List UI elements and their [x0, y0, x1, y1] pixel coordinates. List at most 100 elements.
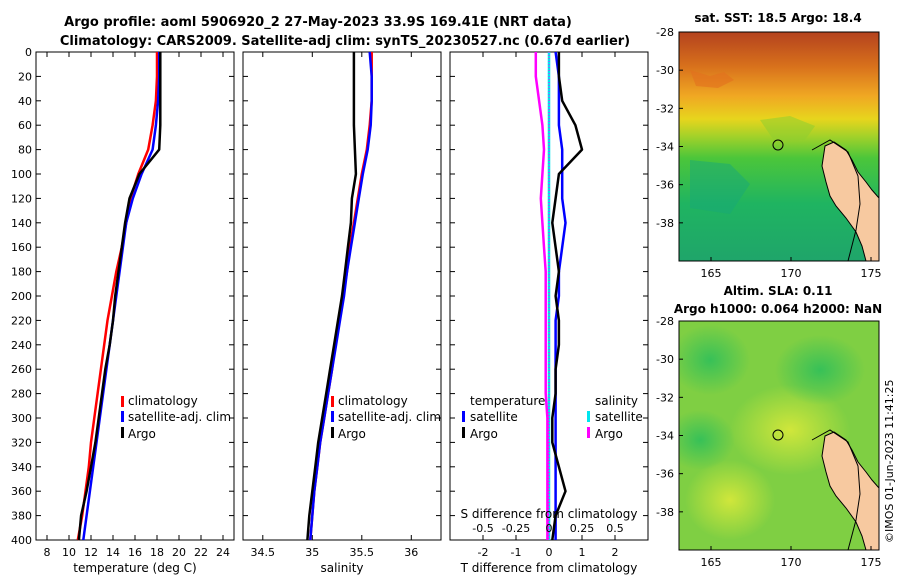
series-line-argo — [306, 52, 358, 541]
sla-map-title-line2: Argo h1000: 0.064 h2000: NaN — [674, 302, 882, 316]
x-tick-label: -1 — [511, 546, 522, 559]
map-x-tick-label: 170 — [781, 267, 802, 280]
legend-marker-satellite — [121, 411, 124, 422]
t-difference-x-axis-label: T difference from climatology — [460, 561, 638, 575]
legend-marker-s-satellite — [587, 411, 590, 422]
map-y-tick-label: -30 — [656, 353, 674, 366]
y-tick-label: 380 — [11, 510, 32, 523]
s-difference-tick-label: 0.5 — [606, 522, 624, 535]
sst-patch — [760, 116, 815, 142]
y-tick-label: 160 — [11, 241, 32, 254]
legend-label-t-satellite: satellite — [470, 410, 518, 424]
map-y-tick-label: -36 — [656, 179, 674, 192]
x-tick-label: 8 — [44, 546, 51, 559]
x-tick-label: 24 — [216, 546, 230, 559]
argo-location-marker — [772, 139, 784, 151]
sla-anomaly-low — [775, 335, 865, 405]
x-tick-label: 35.5 — [350, 546, 375, 559]
sla-anomaly-high — [685, 460, 775, 540]
s-difference-tick-label: 0 — [546, 522, 553, 535]
difference-legend: temperature satellite Argo salinity sate… — [462, 394, 643, 441]
x-tick-label: 14 — [106, 546, 120, 559]
map-y-tick-label: -38 — [656, 217, 674, 230]
map-x-tick-label: 165 — [701, 556, 722, 569]
sst-field — [679, 32, 879, 261]
salinity-legend: climatology satellite-adj. clim Argo — [331, 394, 441, 441]
map-y-tick-label: -34 — [656, 430, 674, 443]
temperature-x-axis-label: temperature (deg C) — [73, 561, 196, 575]
legend-title-temperature: temperature — [470, 394, 545, 408]
x-tick-label: 18 — [150, 546, 164, 559]
y-tick-label: 400 — [11, 534, 32, 547]
y-tick-label: 100 — [11, 168, 32, 181]
map-y-tick-label: -36 — [656, 468, 674, 481]
s-difference-tick-label: 0.25 — [570, 522, 595, 535]
y-tick-label: 20 — [18, 70, 32, 83]
salinity-x-axis-label: salinity — [320, 561, 363, 575]
x-tick-label: 34.5 — [251, 546, 276, 559]
y-tick-label: 180 — [11, 266, 32, 279]
x-tick-label: -2 — [478, 546, 489, 559]
legend-marker-s-argo — [587, 427, 590, 438]
x-tick-label: 10 — [62, 546, 76, 559]
imos-credit: ©IMOS 01-Jun-2023 11:41:25 — [883, 379, 896, 543]
map-y-tick-label: -28 — [656, 315, 674, 328]
s-difference-tick-label: -0.5 — [472, 522, 493, 535]
y-tick-label: 80 — [18, 144, 32, 157]
x-tick-label: 36 — [404, 546, 418, 559]
legend-label-climatology: climatology — [338, 394, 408, 408]
coastline-contour — [811, 139, 861, 261]
legend-label-satellite: satellite-adj. clim — [128, 410, 231, 424]
map-y-tick-label: -28 — [656, 26, 674, 39]
y-tick-label: 40 — [18, 95, 32, 108]
legend-label-s-argo: Argo — [595, 427, 623, 441]
x-tick-label: 1 — [579, 546, 586, 559]
map-y-tick-label: -32 — [656, 391, 674, 404]
x-tick-label: 20 — [172, 546, 186, 559]
legend-marker-satellite — [331, 411, 334, 422]
y-tick-label: 340 — [11, 461, 32, 474]
map-y-tick-label: -32 — [656, 102, 674, 115]
y-tick-label: 320 — [11, 436, 32, 449]
legend-title-salinity: salinity — [595, 394, 638, 408]
y-tick-label: 280 — [11, 388, 32, 401]
sla-anomaly-low — [679, 410, 735, 470]
map-y-tick-label: -38 — [656, 506, 674, 519]
x-tick-label: 2 — [612, 546, 619, 559]
series-line-salinity-argo — [534, 52, 549, 540]
figure-title-line2: Climatology: CARS2009. Satellite-adj cli… — [60, 34, 630, 49]
series-line-satellite-adj-clim — [309, 51, 373, 541]
legend-label-argo: Argo — [338, 427, 366, 441]
s-difference-axis-label: S difference from climatology — [461, 507, 638, 521]
series-line-argo — [77, 52, 162, 541]
map-x-tick-label: 170 — [781, 556, 802, 569]
series-line-temperature-argo — [551, 52, 584, 541]
sla-anomaly-low — [679, 325, 750, 395]
y-tick-label: 200 — [11, 290, 32, 303]
y-tick-label: 120 — [11, 192, 32, 205]
y-tick-label: 260 — [11, 363, 32, 376]
legend-marker-climatology — [121, 396, 124, 407]
y-tick-label: 240 — [11, 339, 32, 352]
legend-label-argo: Argo — [128, 427, 156, 441]
x-tick-label: 16 — [128, 546, 142, 559]
x-tick-label: 12 — [84, 546, 98, 559]
sst-patch — [690, 70, 734, 88]
map-x-tick-label: 175 — [861, 556, 882, 569]
sst-map — [679, 32, 879, 261]
series-line-temperature-satellite — [554, 51, 567, 540]
y-tick-label: 0 — [25, 46, 32, 59]
map-y-tick-label: -34 — [656, 141, 674, 154]
coastline-contour — [811, 429, 861, 550]
y-tick-label: 220 — [11, 314, 32, 327]
sst-patch — [690, 160, 750, 214]
argo-location-marker — [772, 429, 784, 441]
legend-label-s-satellite: satellite — [595, 410, 643, 424]
legend-marker-argo — [331, 427, 334, 438]
series-line-climatology — [76, 52, 159, 541]
legend-marker-climatology — [331, 396, 334, 407]
series-line-satellite-adj-clim — [82, 52, 161, 541]
x-tick-label: 0 — [546, 546, 553, 559]
legend-marker-argo — [121, 427, 124, 438]
